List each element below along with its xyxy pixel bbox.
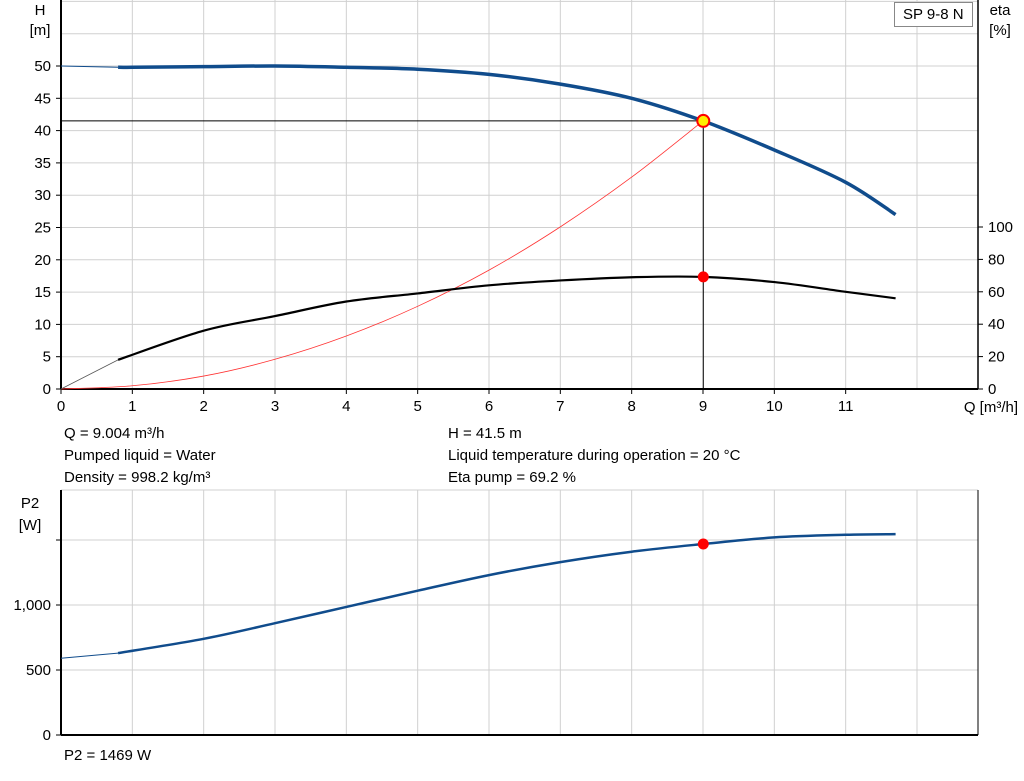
y-tick-label: 35 [34, 155, 51, 172]
y2-tick-label: 100 [988, 219, 1013, 236]
temp-readout: Liquid temperature during operation = 20… [448, 447, 741, 464]
y-axis-unit: [m] [30, 22, 51, 39]
flow-readout: Q = 9.004 m³/h [64, 425, 165, 442]
p2-curve [117, 532, 896, 655]
head-curve-extrapolated [60, 65, 119, 68]
x-tick-label: 6 [485, 398, 493, 415]
duty-point-eta [697, 271, 709, 283]
head-readout: H = 41.5 m [448, 425, 522, 442]
x-tick-label: 7 [556, 398, 564, 415]
y2-tick-label: 0 [988, 381, 996, 398]
eta-readout: Eta pump = 69.2 % [448, 469, 576, 486]
x-tick-label: 4 [342, 398, 350, 415]
y2-tick-label: 40 [988, 316, 1005, 333]
y-tick-label: 20 [34, 252, 51, 269]
head-curve [118, 64, 897, 217]
y-tick-label: 5 [43, 349, 51, 366]
model-label: SP 9-8 N [894, 2, 973, 27]
y2-axis-unit: [%] [989, 22, 1011, 39]
y-tick-label: 45 [34, 90, 51, 107]
duty-point-p2 [697, 538, 709, 550]
x-tick-label: 5 [413, 398, 421, 415]
x-tick-label: 0 [57, 398, 65, 415]
eta-curve [117, 275, 896, 361]
y-tick-label: 50 [34, 58, 51, 75]
x-tick-label: 10 [766, 398, 783, 415]
x-tick-label: 3 [271, 398, 279, 415]
x-tick-label: 8 [627, 398, 635, 415]
x-tick-label: 1 [128, 398, 136, 415]
y-tick-label: 15 [34, 284, 51, 301]
y2-tick-label: 80 [988, 251, 1005, 268]
p2-readout: P2 = 1469 W [64, 747, 152, 764]
p2-y-tick-label: 0 [43, 727, 51, 744]
eta-curve-extrapolated [60, 359, 119, 390]
p2-y-tick-label: 500 [26, 662, 51, 679]
y-tick-label: 40 [34, 123, 51, 140]
p2-y-tick-label: 1,000 [13, 597, 51, 614]
duty-point-head [696, 113, 711, 128]
system-curve [60, 120, 704, 390]
liquid-readout: Pumped liquid = Water [64, 447, 216, 464]
y2-axis-label: eta [990, 2, 1012, 19]
x-tick-label: 2 [199, 398, 207, 415]
y-tick-label: 0 [43, 381, 51, 398]
y-tick-label: 10 [34, 316, 51, 333]
y2-tick-label: 20 [988, 349, 1005, 366]
p2-axis-unit: [W] [19, 517, 42, 534]
x-tick-label: 9 [699, 398, 707, 415]
y-tick-label: 30 [34, 187, 51, 204]
x-axis-label: Q [m³/h] [964, 399, 1018, 416]
y-axis-label: H [35, 2, 46, 19]
y2-tick-label: 60 [988, 284, 1005, 301]
p2-axis-label: P2 [21, 495, 39, 512]
y-tick-label: 25 [34, 220, 51, 237]
p2-curve-extrapolated [60, 652, 119, 659]
density-readout: Density = 998.2 kg/m³ [64, 469, 211, 486]
x-tick-label: 11 [838, 398, 854, 415]
